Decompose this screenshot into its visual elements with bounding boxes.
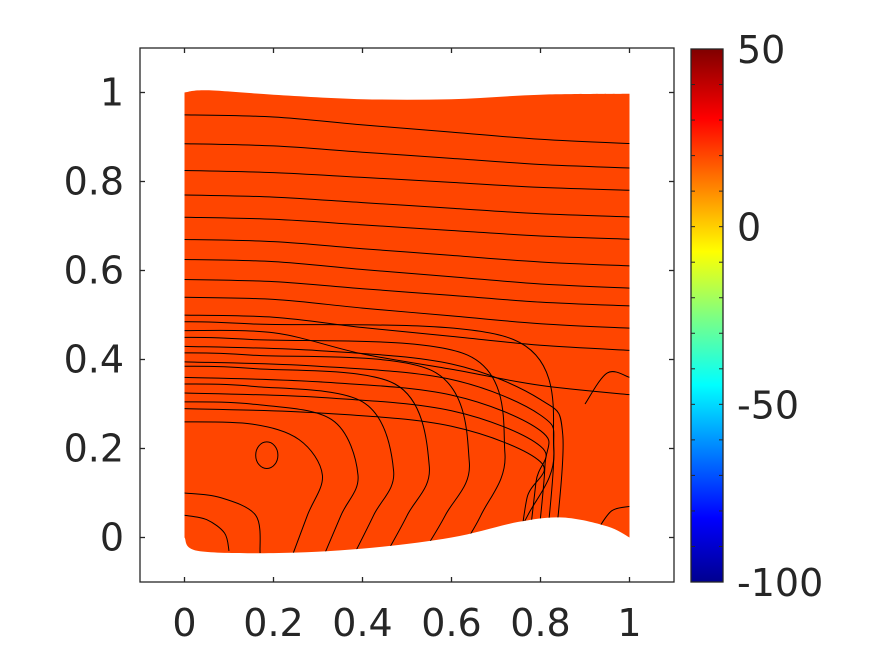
contour-line-horizontal — [184, 114, 630, 145]
contour-line-arch — [184, 321, 555, 554]
contour-line-arch — [184, 421, 323, 554]
contour-line-horizontal — [184, 296, 630, 329]
contour-line-arch — [184, 365, 430, 554]
x-tick-label: 0.8 — [510, 601, 570, 645]
contour-line-horizontal — [184, 408, 545, 554]
x-tick-labels: 0 0.2 0.4 0.6 0.8 1 — [172, 601, 641, 645]
contour-line-corner — [584, 371, 630, 405]
contour-line-horizontal — [184, 169, 630, 191]
contour-line-horizontal — [184, 258, 630, 289]
axis-ticks — [140, 48, 674, 582]
field-domain — [184, 90, 630, 554]
colorbar-tick-labels: 50 0 -50 -100 — [737, 28, 823, 605]
plot-frame — [139, 47, 675, 583]
contour-line-horizontal — [184, 376, 550, 554]
contour-line-horizontal — [184, 238, 630, 267]
y-tick-label: 0.2 — [64, 427, 124, 471]
contour-line-corner — [184, 492, 261, 554]
x-tick-label: 0.2 — [243, 601, 303, 645]
contour-line-arch — [184, 401, 359, 554]
contour-line-horizontal — [184, 278, 630, 307]
contour-line-horizontal — [184, 329, 630, 396]
y-tick-label: 0.4 — [64, 338, 124, 382]
x-tick-label: 0.4 — [332, 601, 392, 645]
y-tick-label: 0.6 — [64, 249, 124, 293]
contour-line-corner — [597, 505, 630, 529]
contour-line-corner — [184, 514, 230, 552]
x-tick-label: 1 — [617, 601, 641, 645]
y-tick-labels: 0 0.2 0.4 0.6 0.8 1 — [64, 71, 124, 560]
colorbar — [690, 48, 724, 583]
contour-lines — [184, 114, 630, 554]
contour-line-horizontal — [184, 194, 630, 218]
contour-line-horizontal — [184, 345, 564, 554]
contour-line-arch — [184, 383, 395, 554]
contour-line-island — [255, 441, 279, 470]
contour-line-horizontal — [184, 143, 630, 169]
colorbar-tick-label: 50 — [737, 28, 785, 72]
colorbar-tick-label: -100 — [737, 561, 823, 605]
y-tick-label: 0.8 — [64, 160, 124, 204]
colorbar-tick-label: -50 — [737, 383, 799, 427]
x-tick-label: 0.6 — [421, 601, 481, 645]
contour-line-arch — [184, 352, 470, 554]
x-tick-label: 0 — [172, 601, 196, 645]
contour-line-horizontal — [184, 216, 630, 240]
contour-line-arch — [184, 336, 506, 554]
contour-line-horizontal — [184, 314, 630, 352]
y-tick-label: 1 — [100, 71, 124, 115]
colorbar-ticks — [691, 48, 723, 583]
y-tick-label: 0 — [100, 516, 124, 560]
colorbar-tick-label: 0 — [737, 206, 761, 250]
